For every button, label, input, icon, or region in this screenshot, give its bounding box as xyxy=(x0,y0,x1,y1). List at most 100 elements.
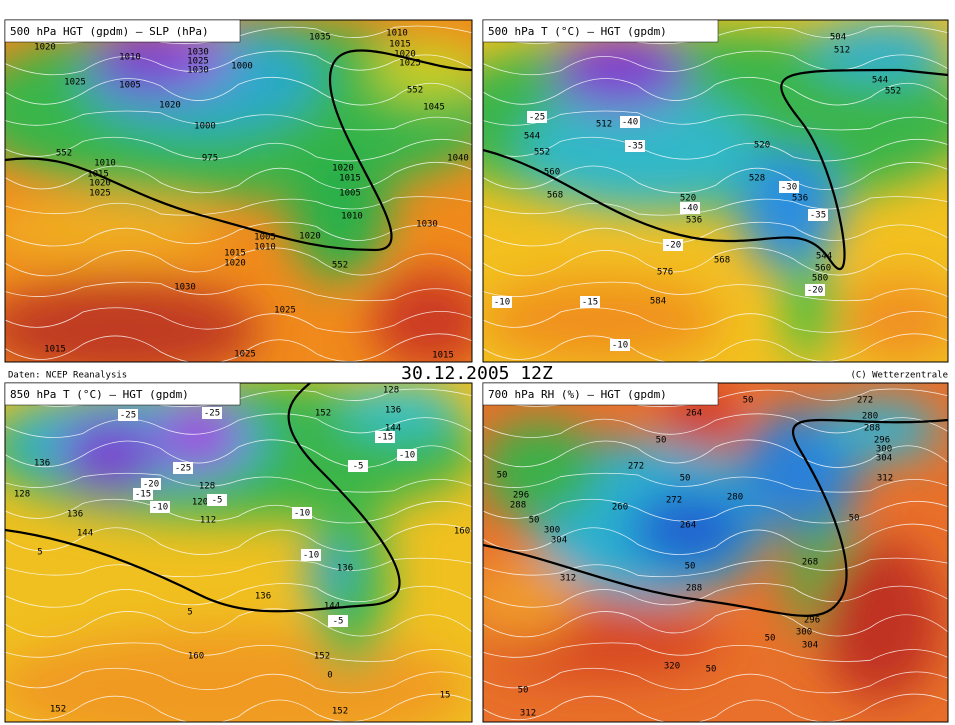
contour-label: 1020 xyxy=(299,232,321,242)
contour-label: -20 xyxy=(143,480,159,490)
contour-label: 1025 xyxy=(89,189,111,199)
field-blob xyxy=(483,420,600,520)
contour xyxy=(483,162,948,194)
field-blob xyxy=(170,30,230,80)
contour xyxy=(483,50,948,76)
field-blob xyxy=(483,560,580,640)
label-box xyxy=(118,409,138,421)
contour-label: 1030 xyxy=(187,48,209,58)
panel-title: 500 hPa T (°C) – HGT (gpdm) xyxy=(488,25,667,38)
contour-label: 15 xyxy=(440,691,451,701)
label-box xyxy=(207,494,227,506)
contour-label: 144 xyxy=(385,424,401,434)
label-box xyxy=(133,488,153,500)
contour-label: 296 xyxy=(874,436,890,446)
contour xyxy=(483,583,948,608)
contour-label: -35 xyxy=(810,211,826,221)
contour xyxy=(483,557,948,578)
contour xyxy=(5,608,472,638)
contour-label: -25 xyxy=(529,113,545,123)
contour xyxy=(5,498,472,524)
contour-label: 1010 xyxy=(254,243,276,253)
contour-label: 144 xyxy=(324,602,340,612)
contour-label: 1000 xyxy=(231,62,253,72)
contour-label: -5 xyxy=(333,617,344,627)
source: Daten: NCEP Reanalysis xyxy=(8,371,127,381)
contour-label: 552 xyxy=(56,149,72,159)
contour-label: 560 xyxy=(815,264,831,274)
contour-label: 160 xyxy=(454,527,470,537)
contour-label: 144 xyxy=(77,529,93,539)
contour xyxy=(5,221,472,247)
contour-label: 1010 xyxy=(386,29,408,39)
contour xyxy=(483,333,948,362)
contour-label: 160 xyxy=(188,652,204,662)
contour-label: 304 xyxy=(876,454,892,464)
contour-label: 1025 xyxy=(234,350,256,360)
label-box xyxy=(202,407,222,419)
contour-label: 1020 xyxy=(332,164,354,174)
contour xyxy=(5,50,472,76)
contour-label: -10 xyxy=(399,451,415,461)
panel-title: 500 hPa HGT (gpdm) – SLP (hPa) xyxy=(10,25,209,38)
contour-label: 1030 xyxy=(416,220,438,230)
contour-label: 152 xyxy=(332,707,348,717)
contour-label: 1025 xyxy=(187,57,209,67)
label-box xyxy=(150,501,170,513)
contour-label: 50 xyxy=(656,436,667,446)
field-blob xyxy=(820,540,940,700)
contour xyxy=(483,498,948,524)
contour xyxy=(483,523,948,555)
field-blob xyxy=(810,20,948,80)
contour-label: -40 xyxy=(622,118,638,128)
contour-label: 136 xyxy=(34,459,50,469)
panel-title: 850 hPa T (°C) – HGT (gpdm) xyxy=(10,388,189,401)
contour-label: 1005 xyxy=(254,233,276,243)
contour-label: -25 xyxy=(175,464,191,474)
reference-contour xyxy=(483,68,948,271)
contour-label: 1015 xyxy=(224,249,246,259)
contour-label: 1020 xyxy=(224,259,246,269)
contour-label: 552 xyxy=(885,87,901,97)
contour-label: 264 xyxy=(686,409,702,419)
contour-label: 1020 xyxy=(159,101,181,111)
contour-label: 296 xyxy=(513,491,529,501)
contour-label: 300 xyxy=(544,526,560,536)
title-box xyxy=(482,19,719,43)
contour-label: 520 xyxy=(680,194,696,204)
contour-label: 560 xyxy=(544,168,560,178)
contour-label: 544 xyxy=(524,132,540,142)
contour-label: 1005 xyxy=(119,81,141,91)
contour-label: 128 xyxy=(14,490,30,500)
contour-label: -10 xyxy=(612,341,628,351)
contour xyxy=(483,247,948,277)
contour xyxy=(483,196,948,216)
contour-label: 260 xyxy=(612,503,628,513)
contour-label: 50 xyxy=(529,516,540,526)
label-box xyxy=(527,111,547,123)
contour-label: -15 xyxy=(582,298,598,308)
contour xyxy=(483,413,948,438)
contour xyxy=(5,196,472,216)
field-blob xyxy=(60,415,160,495)
label-box xyxy=(610,339,630,351)
contour xyxy=(483,608,948,638)
contour-label: 1015 xyxy=(87,170,109,180)
field-blob xyxy=(630,490,750,570)
contour xyxy=(5,413,472,438)
contour xyxy=(483,221,948,247)
contour-label: 50 xyxy=(518,686,529,696)
contour-label: 120 xyxy=(192,498,208,508)
contour-label: -20 xyxy=(665,241,681,251)
contour-label: 1040 xyxy=(447,154,469,164)
contour xyxy=(483,307,948,333)
contour-label: 136 xyxy=(255,592,271,602)
contour-label: 1010 xyxy=(119,53,141,63)
date: 30.12.2005 12Z xyxy=(401,363,553,384)
contour-label: -15 xyxy=(377,433,393,443)
contour-label: 1010 xyxy=(341,212,363,222)
contour-label: 1035 xyxy=(309,33,331,43)
contour-label: 288 xyxy=(864,424,880,434)
contour-label: 528 xyxy=(749,174,765,184)
contour-label: -10 xyxy=(294,509,310,519)
